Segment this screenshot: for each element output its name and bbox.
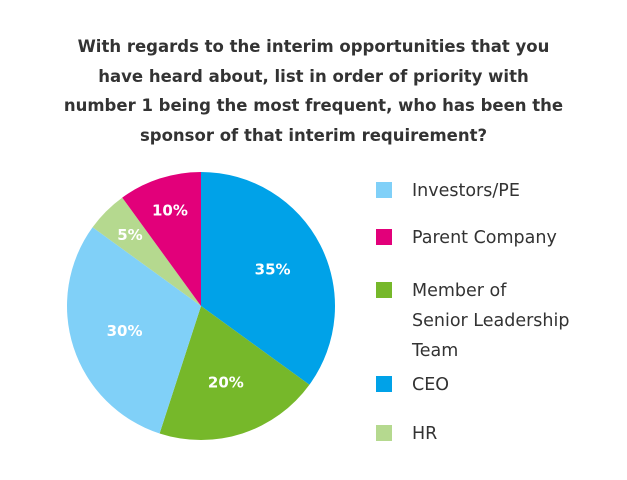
legend-label: Member of bbox=[412, 281, 507, 301]
chart-title: With regards to the interim opportunitie… bbox=[0, 32, 627, 150]
legend-swatch bbox=[376, 282, 392, 298]
legend-item-hr: HR bbox=[376, 419, 437, 449]
legend-label: Parent Company bbox=[412, 228, 557, 248]
legend-item-ceo: CEO bbox=[376, 370, 449, 400]
legend-swatch bbox=[376, 229, 392, 245]
data-label: 35% bbox=[255, 260, 291, 278]
pie-slice-investors-pe bbox=[66, 227, 201, 434]
data-label: 10% bbox=[152, 201, 188, 219]
legend-label: CEO bbox=[412, 375, 450, 395]
legend-label: Senior Leadership bbox=[412, 311, 570, 331]
pie-slice-ceo bbox=[201, 172, 335, 385]
legend-item-senior-leadership: Member of Senior Leadership Team bbox=[376, 276, 569, 366]
pie-slice-member-of-senior-leadership-team bbox=[159, 306, 310, 440]
pie-slice-parent-company bbox=[122, 172, 201, 306]
legend-swatch bbox=[376, 425, 392, 441]
data-label: 30% bbox=[107, 322, 143, 340]
pie-slice-hr bbox=[92, 197, 201, 306]
legend-label: Team bbox=[412, 341, 459, 361]
legend-item-parent-company: Parent Company bbox=[376, 223, 557, 253]
legend-label: Investors/PE bbox=[412, 181, 520, 201]
data-label: 20% bbox=[208, 373, 244, 391]
title-line: With regards to the interim opportunitie… bbox=[77, 37, 550, 56]
legend-item-investors: Investors/PE bbox=[376, 176, 520, 206]
title-line: have heard about, list in order of prior… bbox=[98, 66, 529, 86]
title-line: number 1 being the most frequent, who ha… bbox=[63, 96, 564, 115]
legend-swatch bbox=[376, 182, 392, 198]
legend-label: HR bbox=[412, 424, 438, 444]
data-label: 5% bbox=[117, 226, 142, 244]
title-line: sponsor of that interim requirement? bbox=[139, 125, 488, 145]
legend-swatch bbox=[376, 376, 392, 392]
